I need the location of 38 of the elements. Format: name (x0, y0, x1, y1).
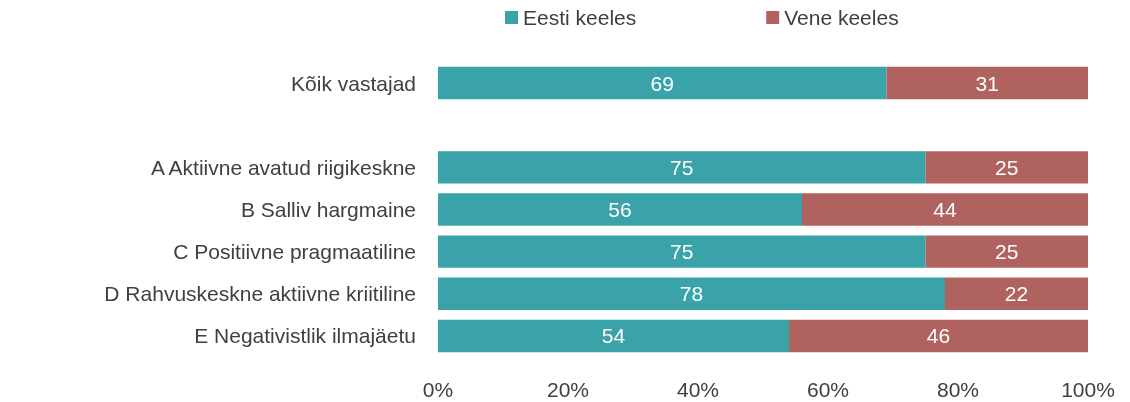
data-label: 69 (650, 71, 674, 95)
data-label: 31 (975, 71, 999, 95)
y-tick-label: C Positiivne pragmaatiline (173, 240, 416, 264)
x-tick-label: 40% (676, 378, 720, 401)
bar (438, 235, 926, 268)
y-tick-label: A Aktiivne avatud riigikeskne (151, 155, 416, 179)
bar (438, 66, 887, 100)
x-tick-label: 0% (422, 378, 454, 401)
y-tick-label: Kõik vastajad (291, 71, 416, 95)
bar (438, 277, 945, 311)
x-tick-label: 100% (1061, 378, 1115, 401)
bar (438, 319, 789, 353)
data-label: 75 (670, 240, 694, 264)
data-label: 25 (995, 240, 1019, 264)
data-label: 78 (679, 282, 704, 306)
bar (789, 319, 1088, 353)
data-label: 44 (933, 198, 957, 221)
bar (438, 193, 802, 226)
x-tick-label: 80% (936, 378, 980, 401)
bar (945, 277, 1088, 311)
legend-label: Vene keeles (784, 6, 899, 29)
bar (802, 193, 1088, 226)
legend-label: Eesti keeles (523, 6, 637, 29)
x-tick-label: 20% (546, 378, 590, 401)
data-label: 56 (608, 198, 632, 221)
bar (886, 66, 1088, 100)
data-label: 46 (926, 324, 951, 348)
bar (925, 151, 1088, 184)
data-label: 25 (995, 155, 1019, 179)
data-label: 54 (601, 324, 626, 348)
y-tick-label: D Rahvuskeskne aktiivne kriitiline (104, 282, 416, 306)
y-tick-label: B Salliv hargmaine (240, 198, 416, 221)
bar (925, 235, 1088, 268)
data-label: 22 (1004, 282, 1029, 306)
data-label: 75 (670, 155, 694, 179)
bar (438, 151, 926, 184)
y-tick-label: E Negativistlik ilmajäetu (194, 324, 416, 348)
x-tick-label: 60% (806, 378, 850, 401)
